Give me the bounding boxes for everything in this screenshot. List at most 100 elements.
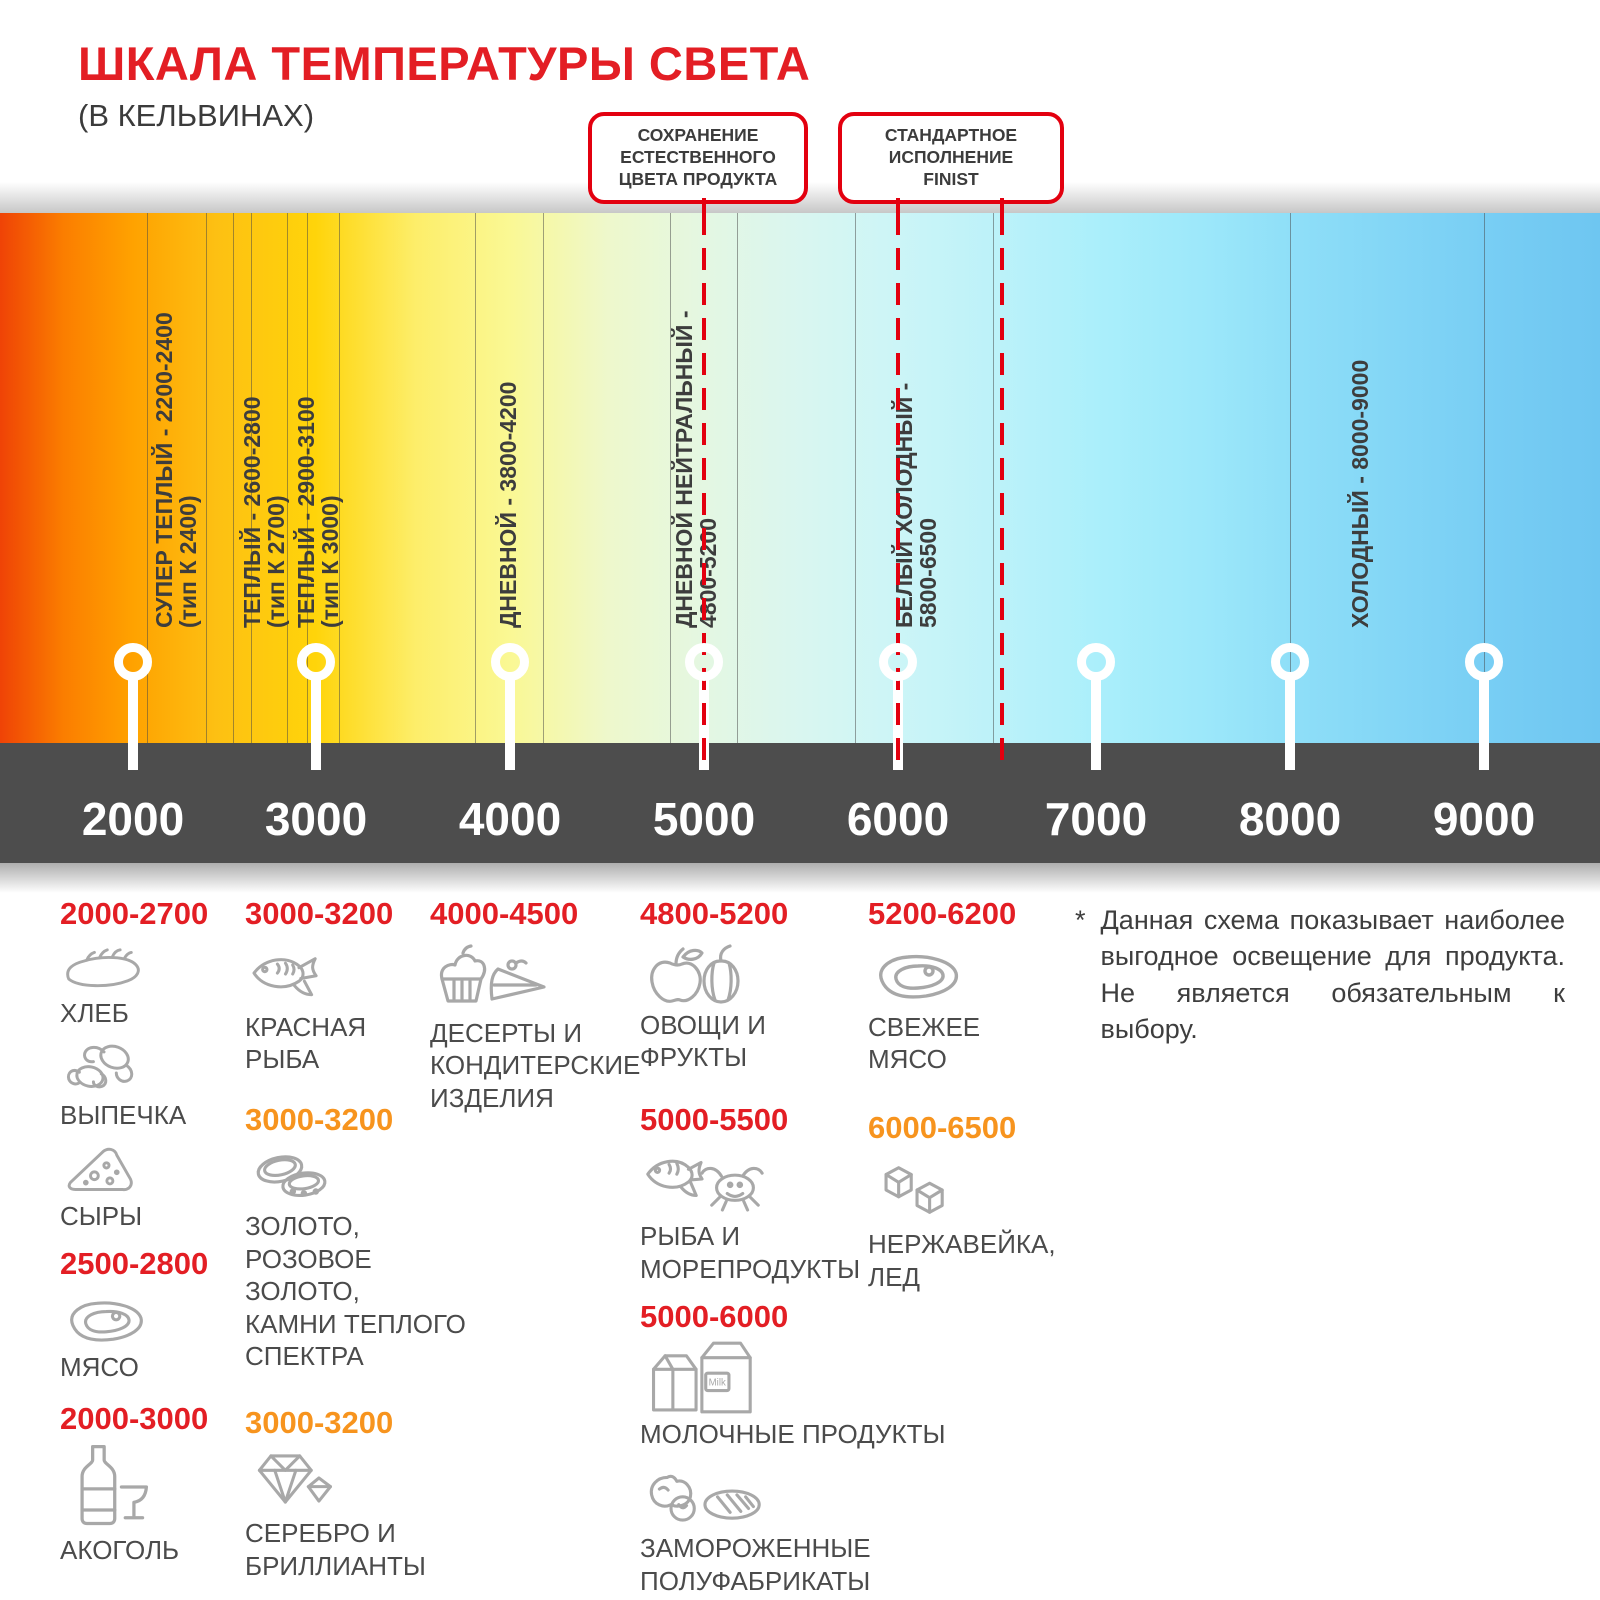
vegetables-icon xyxy=(640,939,750,1005)
item-label: АКОГОЛЬ xyxy=(60,1534,180,1565)
gridline xyxy=(206,213,207,743)
fish-icon xyxy=(245,941,335,1007)
callout-stem xyxy=(702,198,706,214)
page-title: ШКАЛА ТЕМПЕРАТУРЫ СВЕТА xyxy=(78,37,811,90)
gridline xyxy=(339,213,340,743)
zone-type: 5800-6500 xyxy=(915,518,941,628)
axis-tick-7000: 7000 xyxy=(1044,793,1148,845)
zone-name: ДНЕВНОЙ НЕЙТРАЛЬНЫЙ - xyxy=(671,310,697,629)
alcohol-icon xyxy=(60,1440,156,1534)
pin-stem xyxy=(1479,678,1489,770)
range-header: 2500-2800 xyxy=(60,1246,209,1282)
footnote-marker: * xyxy=(1075,905,1086,935)
axis-tick-8000: 8000 xyxy=(1238,793,1342,845)
footnote-text: Данная схема показывает наиболее выгодно… xyxy=(1100,905,1565,1045)
gridline xyxy=(233,213,234,743)
guide-dashed-line-6000 xyxy=(896,213,900,770)
item-label: РЫБА И МОРЕПРОДУКТЫ xyxy=(640,1221,861,1284)
item-label: КРАСНАЯ РЫБА xyxy=(245,1011,367,1075)
range-header: 5000-6000 xyxy=(640,1299,789,1335)
range-header: 5000-5500 xyxy=(640,1101,789,1137)
pin-stem xyxy=(311,678,321,770)
item-label: МОЛОЧНЫЕ ПРОДУКТЫ xyxy=(640,1418,946,1449)
gridline xyxy=(855,213,856,743)
zone-label-warm-2700: ТЕПЛЫЙ - 2600-2800 (тип К 2700) xyxy=(239,396,289,628)
legend-column-4: 4800-5200 ОВОЩИ И ФРУКТЫ 5000-5500 РЫБА … xyxy=(640,896,950,1597)
gridline xyxy=(737,213,738,743)
gridline xyxy=(147,213,148,743)
axis-tick-2000: 2000 xyxy=(81,793,185,845)
cheese-icon xyxy=(60,1140,146,1196)
range-header: 4800-5200 xyxy=(640,896,789,931)
zone-label-daylight: ДНЕВНОЙ - 3800-4200 xyxy=(495,382,521,628)
zone-label-cold: ХОЛОДНЫЙ - 8000-9000 xyxy=(1347,359,1373,628)
legend-column-1: 2000-2700 ХЛЕБ ВЫПЕЧКА СЫРЫ 2500-2800 МЯ… xyxy=(60,896,240,1566)
range-header: 2000-3000 xyxy=(60,1401,209,1437)
pin-marker-9000 xyxy=(1465,643,1503,681)
legend-column-2: 3000-3200 КРАСНАЯ РЫБА 3000-3200 ЗОЛОТО,… xyxy=(245,896,475,1582)
range-header: 6000-6500 xyxy=(868,1109,1017,1145)
zone-name: ХОЛОДНЫЙ - 8000-9000 xyxy=(1347,359,1373,628)
meat-icon xyxy=(60,1289,152,1347)
milk-icon xyxy=(640,1338,756,1418)
axis-tick-3000: 3000 xyxy=(264,793,368,845)
legend-column-3: 4000-4500 ДЕСЕРТЫ И КОНДИТЕРСКИЕ ИЗДЕЛИЯ xyxy=(430,896,660,1114)
croissant-icon xyxy=(60,1037,148,1095)
bottom-shadow xyxy=(0,863,1600,893)
callout-natural-color: СОХРАНЕНИЕ ЕСТЕСТВЕННОГО ЦВЕТА ПРОДУКТА xyxy=(588,112,808,204)
gridline xyxy=(543,213,544,743)
pin-marker-4000 xyxy=(491,643,529,681)
zone-type: (тип К 3000) xyxy=(317,495,343,628)
zone-type: (тип К 2700) xyxy=(263,495,289,628)
callout-stem xyxy=(1000,198,1004,214)
pin-stem xyxy=(1091,678,1101,770)
range-header: 3000-3200 xyxy=(245,1404,394,1440)
pin-marker-7000 xyxy=(1077,643,1115,681)
gridline xyxy=(287,213,288,743)
item-label: ХЛЕБ xyxy=(60,997,129,1028)
item-label: МЯСО xyxy=(60,1351,139,1382)
callout-finist-standard: СТАНДАРТНОЕ ИСПОЛНЕНИЕ FINIST xyxy=(838,112,1064,204)
kelvin-gradient-band xyxy=(0,213,1600,743)
range-header: 5200-6200 xyxy=(868,896,1017,931)
rings-icon xyxy=(245,1144,337,1204)
range-header: 2000-2700 xyxy=(60,896,209,931)
range-header: 4000-4500 xyxy=(430,896,579,931)
ice-icon xyxy=(868,1160,968,1220)
item-label: ОВОЩИ И ФРУКТЫ xyxy=(640,1009,766,1073)
pin-stem xyxy=(1285,678,1295,770)
range-header: 3000-3200 xyxy=(245,1101,394,1137)
guide-dashed-line-5000 xyxy=(702,213,706,770)
zone-label-daylight-neutral: ДНЕВНОЙ НЕЙТРАЛЬНЫЙ - 4800-5200 xyxy=(671,310,721,629)
page-subtitle: (В КЕЛЬВИНАХ) xyxy=(78,98,315,133)
range-header: 3000-3200 xyxy=(245,896,394,931)
gridline xyxy=(1484,213,1485,743)
gridline xyxy=(993,213,994,743)
item-label: СЫРЫ xyxy=(60,1200,143,1231)
zone-label-warm-3000: ТЕПЛЫЙ - 2900-3100 (тип К 3000) xyxy=(293,396,343,628)
fresh-meat-icon xyxy=(868,941,968,1005)
pin-marker-6000 xyxy=(879,643,917,681)
axis-tick-6000: 6000 xyxy=(846,793,950,845)
callout-stem xyxy=(896,198,900,214)
zone-label-super-warm: СУПЕР ТЕПЛЫЙ - 2200-2400 (тип К 2400) xyxy=(151,312,201,628)
axis-tick-9000: 9000 xyxy=(1432,793,1536,845)
gridline xyxy=(475,213,476,743)
gridline xyxy=(251,213,252,743)
item-label: ЗАМОРОЖЕННЫЕ ПОЛУФАБРИКАТЫ xyxy=(640,1533,871,1596)
seafood-icon xyxy=(640,1144,766,1214)
footnote: * Данная схема показывает наиболее выгод… xyxy=(1075,902,1565,1048)
zone-type: (тип К 2400) xyxy=(175,495,201,628)
zone-type: 4800-5200 xyxy=(695,518,721,628)
item-label: НЕРЖАВЕЙКА, ЛЕД xyxy=(868,1229,1056,1292)
item-label: СВЕЖЕЕ МЯСО xyxy=(868,1011,981,1075)
pin-marker-3000 xyxy=(297,643,335,681)
gridline xyxy=(1290,213,1291,743)
zone-name: ТЕПЛЫЙ - 2600-2800 xyxy=(239,396,265,628)
pin-marker-2000 xyxy=(114,643,152,681)
pin-stem xyxy=(505,678,515,770)
item-label: ДЕСЕРТЫ И КОНДИТЕРСКИЕ ИЗДЕЛИЯ xyxy=(430,1017,641,1113)
dessert-icon xyxy=(430,941,550,1013)
gridline xyxy=(670,213,671,743)
frozen-food-icon xyxy=(640,1456,766,1528)
